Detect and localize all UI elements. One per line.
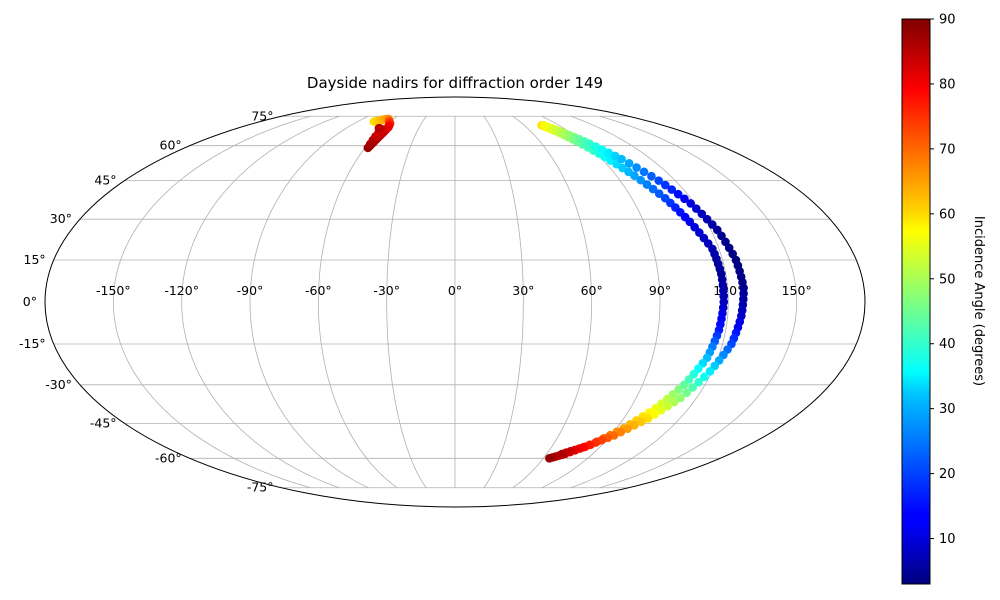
longitude-gridline <box>570 115 729 489</box>
scatter-point <box>689 369 699 379</box>
scatter-point <box>374 123 384 133</box>
longitude-tick-label: 0° <box>448 283 462 298</box>
longitude-gridline <box>181 115 340 489</box>
colorbar-tick-label: 50 <box>939 272 956 287</box>
latitude-tick-label: 0° <box>23 294 37 309</box>
latitude-tick-label: -45° <box>90 415 117 430</box>
latitude-tick-label: 30° <box>50 211 72 226</box>
longitude-tick-labels: -150° -120° -90° -60° -30° 0° 30° 60° 90° 120° 150… <box>96 283 812 298</box>
scatter-point <box>679 380 689 390</box>
latitude-tick-label: 75° <box>251 108 273 123</box>
scatter-point <box>663 401 672 411</box>
scatter-point <box>702 214 712 224</box>
scatter-point <box>624 159 634 168</box>
scatter-point <box>676 393 685 403</box>
latitude-tick-label: 45° <box>94 173 116 188</box>
colorbar-tick-label: 40 <box>939 337 956 352</box>
longitude-gridline <box>599 115 798 489</box>
scatter-point <box>710 361 719 371</box>
scatter-point <box>639 167 649 177</box>
colorbar-tick-label: 70 <box>939 142 956 157</box>
scatter-points <box>363 114 748 463</box>
colorbar-tick-label: 30 <box>939 402 956 417</box>
scatter-point <box>636 417 646 427</box>
scatter-point <box>616 427 626 437</box>
latitude-tick-label: -75° <box>247 480 274 495</box>
scatter-point <box>712 225 722 235</box>
longitude-tick-label: -90° <box>237 283 264 298</box>
scatter-point <box>647 171 656 181</box>
scatter-point <box>705 367 715 376</box>
scatter-point <box>697 209 707 219</box>
longitude-gridline <box>386 116 427 488</box>
scatter-point <box>630 421 639 430</box>
scatter-point <box>661 180 670 190</box>
longitude-gridline <box>112 115 311 489</box>
scatter-point <box>685 217 695 227</box>
longitude-tick-label: 120° <box>713 283 743 298</box>
scatter-point <box>632 163 641 172</box>
colorbar-ticks: 10 20 30 40 50 60 70 80 90 <box>930 13 956 547</box>
latitude-tick-label: -15° <box>19 336 46 351</box>
longitude-tick-label: 90° <box>649 283 671 298</box>
map-grid <box>53 115 857 489</box>
longitude-tick-label: -120° <box>164 283 199 298</box>
colorbar: 10 20 30 40 50 60 70 80 90 Incidence Angle (degr… <box>901 13 986 585</box>
scatter-point <box>688 383 697 392</box>
scatter-point <box>674 385 683 394</box>
scatter-point <box>692 204 701 213</box>
colorbar-gradient <box>901 18 931 585</box>
scatter-point <box>654 189 664 198</box>
scatter-point <box>650 410 659 419</box>
scatter-point <box>707 220 717 229</box>
scatter-point <box>617 154 626 164</box>
scatter-point <box>642 180 652 189</box>
scatter-point <box>669 397 679 407</box>
longitude-tick-label: -150° <box>96 283 131 298</box>
longitude-tick-label: 60° <box>581 283 603 298</box>
latitude-tick-labels: -75° -60° -45° -30° -15° 0° 15° 30° 45° 60° 75° <box>19 108 273 494</box>
scatter-point <box>717 231 726 241</box>
longitude-gridline <box>317 115 398 489</box>
longitude-gridline <box>512 115 593 489</box>
longitude-tick-label: -30° <box>373 283 400 298</box>
latitude-tick-label: 15° <box>24 252 46 267</box>
scatter-point <box>654 176 664 185</box>
colorbar-tick-label: 20 <box>939 467 956 482</box>
scatter-point <box>648 184 658 194</box>
scatter-point <box>630 171 639 181</box>
scatter-point <box>643 414 653 423</box>
latitude-tick-label: -30° <box>45 377 72 392</box>
colorbar-tick-label: 10 <box>939 532 956 547</box>
colorbar-tick-label: 60 <box>939 207 956 222</box>
scatter-point <box>700 372 709 382</box>
map-boundary <box>44 96 866 508</box>
scatter-point <box>673 189 683 199</box>
longitude-tick-label: 30° <box>512 283 534 298</box>
scatter-point <box>636 175 646 185</box>
longitude-tick-label: 150° <box>782 283 812 298</box>
scatter-point <box>682 388 691 398</box>
latitude-tick-label: -60° <box>155 450 182 465</box>
scatter-point <box>545 453 554 463</box>
scatter-point <box>686 199 695 208</box>
colorbar-tick-label: 90 <box>939 13 956 28</box>
colorbar-tick-label: 80 <box>939 77 956 92</box>
latitude-tick-label: 60° <box>160 138 182 153</box>
longitude-tick-label: -60° <box>305 283 332 298</box>
longitude-gridline <box>483 116 524 488</box>
scatter-point <box>624 167 633 177</box>
chart-title: Dayside nadirs for diffraction order 149 <box>307 74 603 92</box>
scatter-point <box>680 194 689 204</box>
scatter-point <box>684 375 694 384</box>
scatter-point <box>667 185 677 194</box>
scatter-point <box>557 449 567 459</box>
scatter-point <box>694 377 703 387</box>
longitude-gridline <box>249 115 369 489</box>
scatter-point <box>690 222 699 232</box>
scatter-point <box>623 424 632 434</box>
scatter-point <box>656 406 666 415</box>
colorbar-label: Incidence Angle (degrees) <box>971 216 986 386</box>
